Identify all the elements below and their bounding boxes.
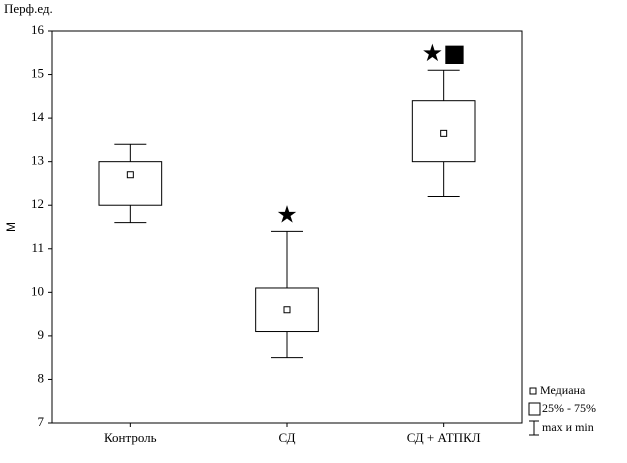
y-tick-label: 16 bbox=[31, 22, 45, 37]
y-tick-label: 8 bbox=[38, 370, 45, 385]
y-tick-label: 12 bbox=[31, 196, 44, 211]
y-tick-label: 10 bbox=[31, 283, 44, 298]
legend-label: Медиана bbox=[540, 383, 586, 397]
legend-median-icon bbox=[529, 387, 537, 395]
legend-box-icon bbox=[528, 402, 541, 416]
y-tick-label: 13 bbox=[31, 153, 44, 168]
box bbox=[98, 161, 163, 206]
legend-label: max и min bbox=[542, 420, 594, 434]
annotation: ★■ bbox=[422, 39, 466, 67]
x-tick-label: СД bbox=[279, 430, 296, 445]
x-tick-label: СД + АТПКЛ bbox=[407, 430, 481, 445]
y-tick-label: 11 bbox=[31, 240, 44, 255]
unit-label: Перф.ед. bbox=[4, 1, 53, 16]
y-tick-label: 15 bbox=[31, 66, 44, 81]
median bbox=[283, 306, 291, 314]
x-tick-label: Контроль bbox=[104, 430, 157, 445]
median bbox=[440, 129, 448, 137]
y-tick-label: 14 bbox=[31, 109, 45, 124]
y-tick-label: 7 bbox=[38, 414, 45, 429]
annotation: ★ bbox=[276, 200, 298, 228]
median bbox=[126, 171, 134, 179]
legend-label: 25% - 75% bbox=[542, 401, 596, 415]
y-axis-label: M bbox=[4, 222, 18, 232]
y-tick-label: 9 bbox=[38, 327, 45, 342]
